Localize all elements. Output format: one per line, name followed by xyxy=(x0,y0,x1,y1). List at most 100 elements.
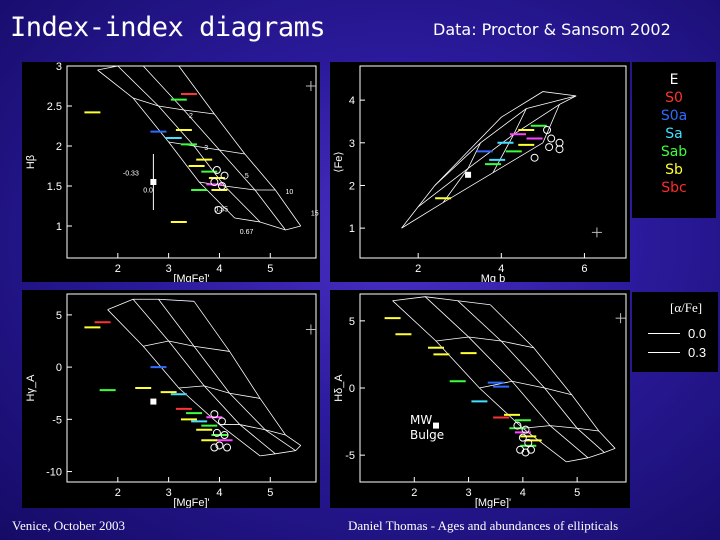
y-axis-label: Hβ xyxy=(25,155,37,169)
y-tick-label: 0 xyxy=(56,362,62,374)
y-tick-label: 1.5 xyxy=(47,181,62,193)
model-line-solid xyxy=(648,352,680,353)
panel-hdelta: 2 3 4 5 -5 0 5 [MgFe]' Hδ_A xyxy=(330,290,630,509)
y-tick-label: 1 xyxy=(349,223,355,235)
y-tick-label: 3 xyxy=(56,62,62,73)
mw-label-line2: Bulge xyxy=(410,428,445,442)
model-grid-line xyxy=(435,336,534,349)
grid-label: -0.33 xyxy=(123,171,139,178)
model-grid-line xyxy=(107,309,261,457)
x-tick-label: 4 xyxy=(520,487,526,499)
model-legend-row-0: 0.0 xyxy=(644,326,716,341)
legend-type-s0a: S0a xyxy=(660,108,688,124)
x-tick-label: 2 xyxy=(411,487,417,499)
model-grid-line xyxy=(542,95,577,143)
plot-frame xyxy=(66,65,317,259)
elliptical-circle xyxy=(210,178,219,186)
elliptical-circle xyxy=(220,431,229,439)
elliptical-circle xyxy=(530,153,539,162)
model-grid-line xyxy=(401,185,436,229)
model-legend-label: 0.3 xyxy=(688,345,707,360)
model-grid-line xyxy=(143,340,230,352)
plot-frame xyxy=(359,65,627,259)
model-grid-line xyxy=(457,300,605,453)
model-grid-line xyxy=(158,298,296,451)
x-tick-label: 4 xyxy=(498,263,504,275)
grid-label: 2 xyxy=(189,113,193,120)
model-grid-line xyxy=(142,65,286,231)
galaxy-type-legend: E S0 S0a Sa Sab Sb Sbc xyxy=(632,62,716,218)
elliptical-circle xyxy=(555,145,564,154)
model-grid-line xyxy=(479,380,572,396)
error-point xyxy=(433,422,439,429)
model-line-solid xyxy=(648,333,680,334)
model-grid-line xyxy=(401,142,544,229)
elliptical-circle xyxy=(217,417,226,426)
model-grid-line xyxy=(178,385,261,399)
plot-frame xyxy=(359,293,627,483)
legend-type-s0: S0 xyxy=(665,90,683,106)
model-legend: [α/Fe] 0.0 0.3 xyxy=(632,292,718,372)
elliptical-circle xyxy=(212,166,221,174)
y-tick-label: 1 xyxy=(56,221,62,233)
mw-label-line1: MW xyxy=(410,413,433,427)
elliptical-circle xyxy=(521,425,530,434)
x-tick-label: 4 xyxy=(216,487,222,499)
y-tick-label: 5 xyxy=(56,310,62,322)
elliptical-circle xyxy=(210,443,219,452)
x-tick-label: 3 xyxy=(466,487,472,499)
footer-venue: Venice, October 2003 xyxy=(12,518,125,533)
model-grid-line xyxy=(434,91,577,186)
grid-label: 5 xyxy=(245,173,249,180)
elliptical-circle xyxy=(543,126,552,134)
y-tick-label: 4 xyxy=(349,95,355,107)
model-grid-line xyxy=(434,95,577,186)
model-legend-label: 0.0 xyxy=(688,326,707,341)
x-axis-label: Mg b xyxy=(481,273,505,282)
model-legend-title: [α/Fe] xyxy=(670,300,703,315)
model-grid-line xyxy=(490,304,616,449)
elliptical-circle xyxy=(217,182,226,190)
panel-hgamma: 2 3 4 5 -10 -5 0 5 [MgFe]' Hγ_A xyxy=(22,290,320,509)
y-tick-label: 2 xyxy=(349,180,355,192)
elliptical-circle xyxy=(518,433,527,442)
model-grid-line xyxy=(234,217,301,231)
model-grid-line xyxy=(522,425,599,432)
y-axis-label: ⟨Fe⟩ xyxy=(333,151,345,172)
y-tick-label: -10 xyxy=(46,467,62,479)
model-grid-line xyxy=(107,298,195,311)
x-tick-label: 5 xyxy=(267,263,273,275)
error-point xyxy=(150,398,157,405)
model-grid-line xyxy=(417,104,560,208)
error-point xyxy=(465,171,472,178)
elliptical-circle xyxy=(521,448,530,457)
footer-author: Daniel Thomas - Ages and abundances of e… xyxy=(348,518,619,533)
y-tick-label: 2.5 xyxy=(47,101,62,113)
y-tick-label: 0 xyxy=(349,383,355,395)
legend-type-e: E xyxy=(669,72,679,88)
chart-hdelta-vs-mgfe: 2 3 4 5 -5 0 5 [MgFe]' Hδ_A xyxy=(333,293,627,509)
y-tick-label: -5 xyxy=(345,450,355,462)
grid-label: 15 xyxy=(311,211,319,218)
elliptical-circle xyxy=(527,445,535,454)
elliptical-circle xyxy=(220,171,229,180)
model-grid-line xyxy=(260,445,302,457)
data-source-label: Data: Proctor & Sansom 2002 xyxy=(433,20,671,39)
y-tick-label: 3 xyxy=(349,138,355,150)
legend-type-sb: Sb xyxy=(665,162,683,178)
elliptical-circle xyxy=(545,143,554,152)
grid-label: 3 xyxy=(204,145,208,152)
grid-label: 0.35 xyxy=(214,207,228,214)
grid-label: 10 xyxy=(286,189,294,196)
legend-type-sa: Sa xyxy=(665,126,683,142)
x-axis-label: [MgFe]' xyxy=(475,497,511,508)
x-tick-label: 3 xyxy=(166,487,172,499)
x-axis-label: [MgFe]' xyxy=(173,273,209,282)
legend-type-sab: Sab xyxy=(660,144,688,160)
model-grid-line xyxy=(442,142,481,203)
model-grid-line xyxy=(193,301,301,446)
x-tick-label: 5 xyxy=(574,487,580,499)
y-tick-label: 5 xyxy=(349,316,355,328)
x-tick-label: 2 xyxy=(115,263,121,275)
